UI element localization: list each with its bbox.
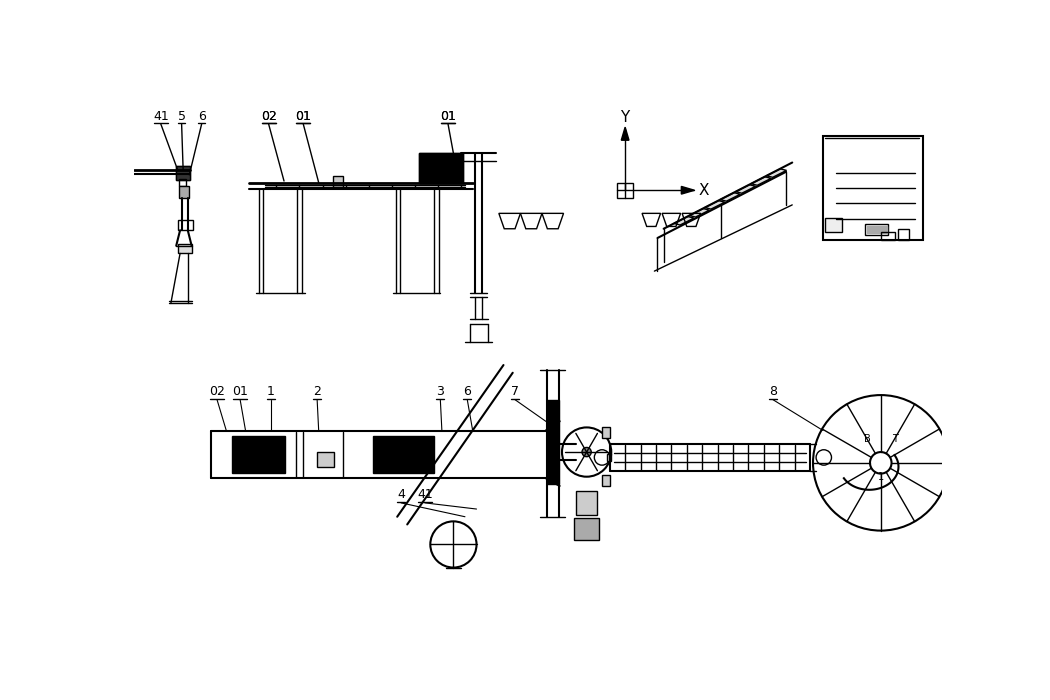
Bar bbox=[547, 400, 559, 484]
Bar bbox=[232, 436, 285, 473]
Bar bbox=[867, 225, 887, 233]
Text: X: X bbox=[698, 183, 709, 198]
Text: 02: 02 bbox=[260, 109, 276, 122]
Text: 01: 01 bbox=[440, 109, 456, 122]
Bar bbox=[575, 491, 597, 515]
Bar bbox=[317, 452, 334, 468]
Bar bbox=[617, 183, 633, 198]
Text: 4: 4 bbox=[397, 489, 405, 501]
Text: 01: 01 bbox=[440, 109, 456, 122]
Bar bbox=[373, 436, 435, 473]
Text: 01: 01 bbox=[232, 385, 248, 398]
Text: 7: 7 bbox=[511, 385, 519, 398]
Bar bbox=[602, 428, 610, 438]
Polygon shape bbox=[674, 216, 694, 225]
Polygon shape bbox=[751, 177, 771, 186]
Bar bbox=[898, 229, 909, 239]
Text: 02: 02 bbox=[260, 109, 276, 122]
Polygon shape bbox=[720, 193, 740, 201]
Polygon shape bbox=[622, 127, 629, 140]
Polygon shape bbox=[766, 169, 786, 177]
Text: T: T bbox=[891, 433, 898, 444]
Bar bbox=[823, 136, 923, 239]
Polygon shape bbox=[705, 201, 724, 209]
Text: 41: 41 bbox=[417, 489, 433, 501]
Text: 2: 2 bbox=[313, 385, 321, 398]
Bar bbox=[176, 167, 190, 180]
Text: 1: 1 bbox=[267, 385, 275, 398]
Bar bbox=[333, 176, 343, 188]
Bar bbox=[419, 153, 463, 183]
Text: B: B bbox=[863, 433, 870, 444]
Bar bbox=[865, 224, 888, 235]
Bar bbox=[881, 232, 895, 239]
Text: 01: 01 bbox=[295, 109, 311, 122]
Text: 5: 5 bbox=[177, 109, 186, 122]
Bar bbox=[176, 167, 190, 180]
Bar bbox=[419, 153, 463, 183]
Text: 3: 3 bbox=[437, 385, 444, 398]
Text: Y: Y bbox=[621, 110, 630, 125]
Bar bbox=[574, 518, 598, 540]
Polygon shape bbox=[736, 185, 756, 193]
Text: 01: 01 bbox=[295, 109, 311, 122]
Bar bbox=[602, 475, 610, 486]
Polygon shape bbox=[681, 186, 694, 194]
Bar bbox=[178, 179, 186, 186]
Text: 6: 6 bbox=[463, 385, 471, 398]
Polygon shape bbox=[690, 209, 710, 217]
Text: 41: 41 bbox=[153, 109, 169, 122]
Text: 02: 02 bbox=[209, 385, 225, 398]
Text: 8: 8 bbox=[769, 385, 777, 398]
Bar bbox=[607, 454, 611, 461]
Circle shape bbox=[582, 447, 591, 456]
Bar bbox=[177, 244, 191, 253]
Bar bbox=[177, 220, 193, 230]
Bar bbox=[825, 218, 842, 232]
Bar bbox=[178, 186, 189, 198]
Text: 6: 6 bbox=[197, 109, 206, 122]
Text: 1: 1 bbox=[878, 472, 884, 482]
